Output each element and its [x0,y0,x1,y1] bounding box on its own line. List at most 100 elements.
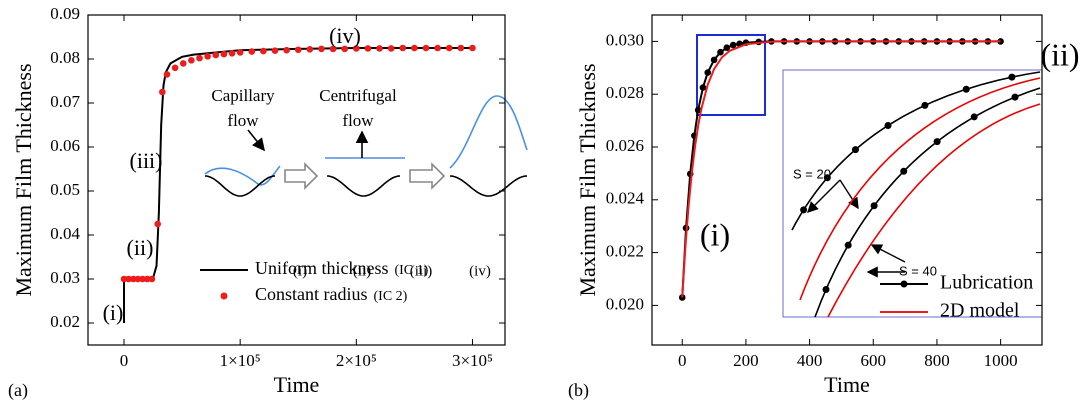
inset-dot [933,138,941,146]
data-point [163,71,171,78]
data-point [399,44,407,52]
x-tick-label: 3×10⁵ [452,351,493,370]
data-point [248,48,256,55]
inset-dot [1008,73,1016,81]
substrate-wave [449,175,528,197]
panel: 0 1×10⁵ 2×10⁵ 3×10⁵ 0.02 0.03 0.04 0.05 0.06 0.07… [8,4,506,401]
inset-dot [851,146,859,154]
data-point [130,275,137,283]
data-point [212,51,220,59]
annotation: (ii) [1040,36,1079,72]
data-point [387,45,395,52]
annotation: (iii) [130,148,163,173]
data-point [294,46,302,54]
inset-dot [870,202,878,210]
data-point [188,57,195,64]
x-tick-label: 600 [861,351,887,370]
data-point [143,275,151,283]
data-point [445,44,453,52]
legend-label: Constant radius [255,284,368,304]
series-line [681,40,1001,298]
data-point [353,45,360,52]
y-axis-label: Maximum Film Thickness [575,63,600,296]
data-point [997,38,1004,45]
data-point [228,49,236,57]
annotation: S = 40 [899,263,937,278]
inset-dot [921,101,929,109]
panel: 0 200 400 600 800 1000 0.020 0.022 0.024 0.026 0.0… [568,14,1080,401]
arrow [870,244,906,263]
legend-marker [220,292,228,300]
x-axis-label: Time [274,372,320,397]
data-point [723,44,731,52]
y-tick-label: 0.028 [606,83,644,102]
zoom-box [696,34,766,116]
x-tick-label: 200 [733,351,759,370]
arrow [839,179,859,210]
data-point [434,44,441,52]
inset-dot [900,167,908,175]
y-tick-label: 0.030 [606,30,644,49]
legend-label: Lubrication [940,272,1033,294]
data-point [196,54,203,62]
panel-label: (b) [568,380,589,401]
legend-label: Uniform thickness [255,258,388,278]
annotation: (ii) [127,235,154,260]
data-point [139,275,146,283]
y-tick-label: 0.07 [50,92,80,111]
x-tick-label: 0 [120,351,129,370]
y-tick-label: 0.026 [606,136,644,155]
legend-marker [900,280,908,288]
data-point [159,88,166,96]
annotation: (i) [700,216,730,252]
legend-note: (IC 2) [374,289,408,304]
plot-frame [651,14,1043,346]
data-point [220,50,228,58]
x-tick-label: 0 [678,351,687,370]
y-tick-label: 0.05 [50,180,80,199]
substrate-wave [204,175,276,197]
annotation: S = 20 [793,166,831,181]
data-point [699,84,707,91]
legend-note: (IC 1) [394,263,428,278]
inset-dot [823,174,831,182]
data-point [457,44,465,52]
annotation: (iii) [410,263,433,279]
data-point [171,64,179,72]
y-tick-label: 0.022 [606,242,644,261]
data-point [376,45,383,52]
inset-dot [884,122,892,129]
data-point [306,46,314,53]
panel-label: (a) [8,380,28,401]
data-point [204,53,211,60]
annotation: Centrifugal [319,86,397,105]
series-line [123,47,473,323]
y-tick-label: 0.03 [50,268,80,287]
data-point [704,69,712,76]
plot-frame [87,14,506,346]
schematic [204,95,528,197]
inset-curve [827,103,1041,318]
data-point [236,49,244,56]
data-point [318,45,325,53]
data-point [364,45,372,52]
data-point [134,275,142,283]
y-tick-label: 0.08 [50,48,80,67]
data-point [422,44,430,52]
y-tick-label: 0.020 [606,294,644,313]
inset-dot [822,285,830,293]
y-tick-label: 0.024 [606,189,645,208]
data-point [179,60,187,67]
annotation: (i) [103,300,124,325]
x-tick-label: 1×10⁵ [220,351,261,370]
inset-dot [844,241,852,249]
legend-label: 2D model [940,300,1020,322]
data-point [411,44,418,52]
data-point [260,47,267,55]
data-point [283,46,290,54]
y-tick-label: 0.04 [50,224,80,243]
y-tick-label: 0.02 [50,312,80,331]
data-point [710,56,718,64]
inset-curve [799,77,1041,301]
